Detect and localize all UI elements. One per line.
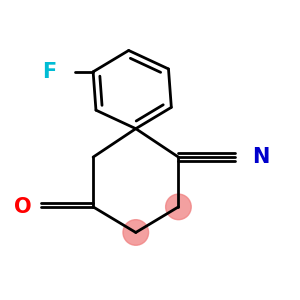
Text: N: N [252,147,270,167]
Text: O: O [14,197,32,217]
Text: F: F [42,62,56,82]
Circle shape [123,220,148,245]
Circle shape [166,194,191,220]
